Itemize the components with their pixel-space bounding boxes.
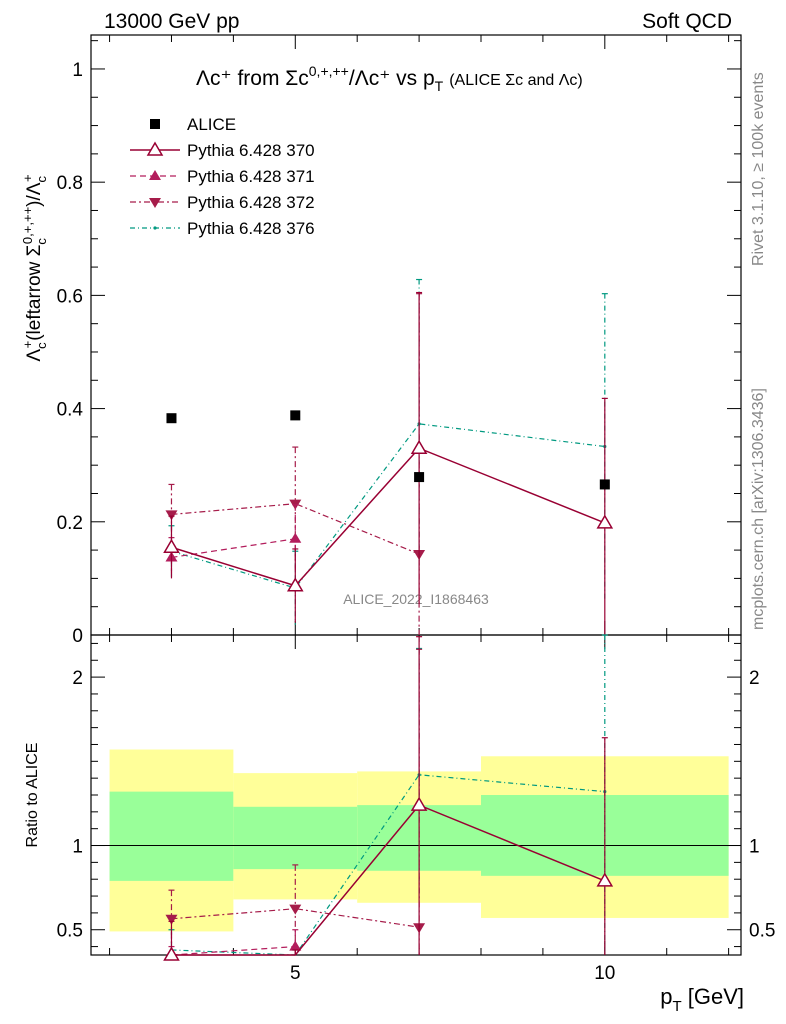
ratio-uncertainty-bands bbox=[91, 749, 741, 932]
title-small: (ALICE Σc and Λc) bbox=[449, 72, 583, 89]
legend-alice-marker bbox=[150, 119, 160, 129]
main-371-line bbox=[171, 538, 296, 559]
y-tick-label: 0.8 bbox=[57, 173, 83, 194]
ratio-370-point bbox=[596, 872, 614, 887]
legend-marker bbox=[146, 141, 164, 156]
title-sup: 0,+,++ bbox=[309, 63, 349, 79]
legend-label: Pythia 6.428 376 bbox=[187, 219, 315, 238]
ylabel-b-sup: 0,+,++ bbox=[20, 207, 35, 244]
legend-marker bbox=[149, 198, 161, 208]
legend-label: Pythia 6.428 370 bbox=[187, 141, 315, 160]
ratio-y-tick-label-right: 2 bbox=[749, 668, 760, 689]
ratio-y-tick-label: 2 bbox=[72, 668, 83, 689]
x-tick-label: 10 bbox=[594, 963, 615, 984]
main-data-series bbox=[163, 278, 614, 635]
xlabel-sub: T bbox=[672, 998, 681, 1015]
main-370-point bbox=[410, 439, 428, 454]
alice-data-point bbox=[414, 472, 425, 483]
title-sub: T bbox=[435, 78, 444, 94]
alice-data-point bbox=[290, 410, 301, 421]
main-370-point bbox=[596, 514, 614, 529]
main-372-point bbox=[165, 510, 178, 521]
legend-marker bbox=[153, 226, 157, 230]
ratio-y-tick-label: 1 bbox=[72, 837, 83, 858]
y-axis-label: Λc+(leftarrow Σc0,+,++)/Λc+ bbox=[20, 174, 49, 361]
ylabel-c: )/Λ bbox=[24, 182, 45, 207]
legend-label: ALICE bbox=[187, 115, 236, 134]
ylabel-a-sup: + bbox=[20, 341, 35, 349]
ratio-371-point bbox=[289, 940, 302, 951]
ylabel-b: (leftarrow Σ bbox=[24, 245, 45, 341]
legend-label: Pythia 6.428 371 bbox=[187, 167, 315, 186]
ratio-370-point bbox=[410, 796, 428, 811]
ylabel-c-sub: c bbox=[34, 176, 49, 183]
main-370-point bbox=[163, 538, 180, 554]
legend-marker bbox=[149, 170, 161, 180]
ratio-y-tick-label: 0.5 bbox=[57, 921, 83, 942]
title-main: Λc⁺ from Σc bbox=[196, 67, 309, 90]
ratio-y-tick-label-right: 0.5 bbox=[749, 921, 775, 942]
main-372-line bbox=[171, 503, 420, 555]
main-370-line bbox=[171, 447, 606, 587]
ratio-376-line bbox=[171, 774, 605, 956]
x-tick-label: 5 bbox=[290, 963, 301, 984]
xlabel-main: p bbox=[660, 984, 672, 1009]
ratio-371-line bbox=[171, 945, 296, 956]
title-mid: /Λc⁺ vs p bbox=[349, 67, 435, 90]
y-tick-label: 1 bbox=[72, 60, 83, 81]
legend-label: Pythia 6.428 372 bbox=[187, 193, 315, 212]
ylabel-c-sup: + bbox=[20, 174, 35, 182]
ratio-370-line bbox=[171, 804, 606, 956]
xlabel-rest: [GeV] bbox=[682, 984, 744, 1009]
ylabel-b-sub: c bbox=[34, 238, 49, 245]
ratio-y-tick-label-right: 1 bbox=[749, 837, 760, 858]
y-tick-label: 0 bbox=[72, 626, 83, 647]
ylabel-a: Λ bbox=[24, 349, 45, 362]
rivet-version-note: Rivet 3.1.10, ≥ 100k events bbox=[750, 72, 767, 266]
y-tick-label: 0.2 bbox=[57, 513, 83, 534]
ratio-inner-band bbox=[109, 791, 234, 881]
main-370-point bbox=[286, 577, 304, 592]
analysis-watermark: ALICE_2022_I1868463 bbox=[343, 591, 489, 607]
mcplots-note: mcplots.cern.ch [arXiv:1306.3436] bbox=[750, 388, 767, 630]
y-tick-label: 0.4 bbox=[57, 400, 84, 421]
ratio-370-point bbox=[163, 946, 180, 961]
y-tick-label: 0.6 bbox=[57, 286, 83, 307]
header-right: Soft QCD bbox=[642, 10, 732, 33]
alice-data-point bbox=[599, 479, 610, 490]
ratio-data-series bbox=[163, 634, 614, 961]
main-371-point bbox=[289, 532, 302, 543]
main-376-line bbox=[171, 423, 605, 589]
chart-title: Λc⁺ from Σc0,+,++/Λc⁺ vs pT (ALICE Σc and… bbox=[196, 63, 583, 94]
ylabel-a-sub: c bbox=[34, 342, 49, 349]
ratio-372-point bbox=[165, 914, 178, 925]
main-axis-ticks: 0 0.2 0.4 0.6 0.8 1 bbox=[57, 35, 741, 647]
alice-data-point bbox=[166, 413, 177, 424]
ratio-372-point bbox=[289, 904, 302, 915]
ratio-inner-band bbox=[233, 806, 358, 870]
header-left: 13000 GeV pp bbox=[104, 10, 239, 33]
legend: ALICE Pythia 6.428 370 Pythia 6.428 371 Pyt… bbox=[130, 115, 315, 238]
ratio-y-axis-label: Ratio to ALICE bbox=[24, 743, 41, 848]
x-axis-label: pT [GeV] bbox=[660, 984, 744, 1015]
